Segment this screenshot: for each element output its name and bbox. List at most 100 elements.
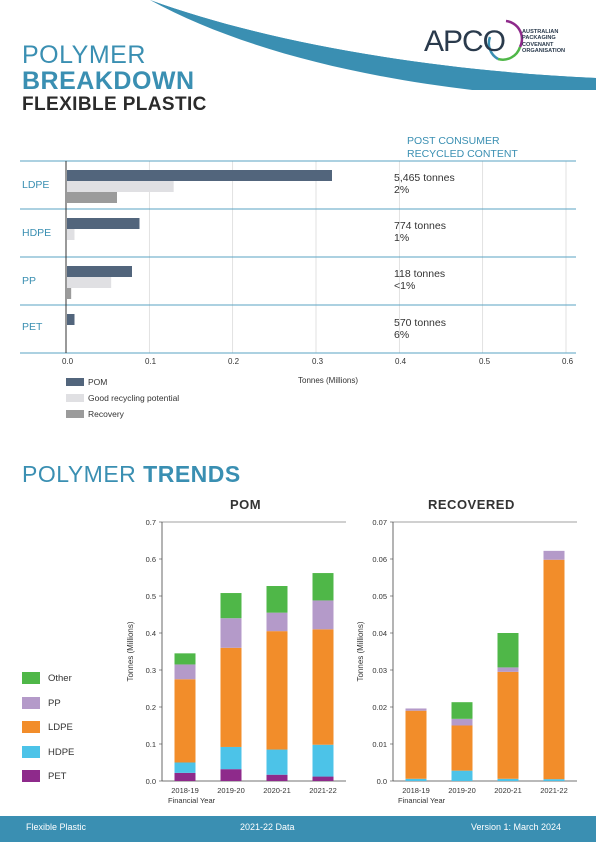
bar-segment-other xyxy=(451,702,473,719)
pcr-tonnes: 570 tonnes xyxy=(394,317,446,329)
pcr-tonnes: 5,465 tonnes xyxy=(394,172,455,184)
y-tick-label: 0.5 xyxy=(146,592,156,601)
bar-ldpe-pom xyxy=(67,170,332,181)
bar-segment-other xyxy=(497,633,519,668)
y-tick-label: 0.6 xyxy=(146,555,156,564)
bar-segment-hdpe xyxy=(174,762,196,773)
trend-legend-label-ldpe: LDPE xyxy=(48,722,73,733)
footer-center: 2021-22 Data xyxy=(240,822,295,832)
x-tick-label: 2019-20 xyxy=(448,786,476,795)
y-tick-label: 0.0 xyxy=(146,777,156,786)
bar-segment-pp xyxy=(312,600,334,630)
x-tick-label: 2021-22 xyxy=(540,786,568,795)
page-title-line1: POLYMER xyxy=(22,41,146,69)
header-wave xyxy=(150,0,596,90)
bar-segment-hdpe xyxy=(405,778,427,781)
bar-segment-hdpe xyxy=(451,770,473,781)
recovered-chart-title: RECOVERED xyxy=(428,497,515,512)
pom-chart-title: POM xyxy=(230,497,262,512)
footer-bar xyxy=(0,816,596,842)
pcr-percent: 6% xyxy=(394,329,410,341)
y-tick-label: 0.03 xyxy=(372,666,387,675)
legend-swatch-pom xyxy=(66,378,84,386)
bar-pet-pom xyxy=(67,314,75,325)
y-axis-title: Tonnes (Millions) xyxy=(126,621,135,681)
x-axis-title: Financial Year xyxy=(398,796,446,805)
bar-hdpe-good-recycling-potential xyxy=(67,229,75,240)
y-tick-label: 0.02 xyxy=(372,703,387,712)
bar-label-pet: PET xyxy=(22,321,43,333)
x-tick-label: 2019-20 xyxy=(217,786,245,795)
page-subtitle: FLEXIBLE PLASTIC xyxy=(22,94,207,115)
y-tick-label: 0.1 xyxy=(146,740,156,749)
trends-heading-normal: POLYMER xyxy=(22,461,144,487)
bar-segment-ldpe xyxy=(543,559,565,780)
bar-segment-hdpe xyxy=(497,778,519,781)
bar-segment-ldpe xyxy=(451,725,473,771)
bar-label-pp: PP xyxy=(22,275,37,287)
x-tick-label: 2020-21 xyxy=(263,786,291,795)
x-tick-label: 2021-22 xyxy=(309,786,337,795)
y-tick-label: 0.04 xyxy=(372,629,387,638)
y-tick-label: 0.4 xyxy=(146,629,156,638)
x-axis-title: Tonnes (Millions) xyxy=(298,376,359,385)
bar-pp-good-recycling-potential xyxy=(67,277,112,288)
logo-subtext: AUSTRALIAN PACKAGING COVENANT ORGANISATI… xyxy=(522,29,566,55)
bar-segment-other xyxy=(312,573,334,601)
bar-segment-pet xyxy=(312,776,334,781)
footer-right: Version 1: March 2024 xyxy=(471,822,562,832)
pcr-percent: 1% xyxy=(394,232,410,244)
trend-legend-label-pet: PET xyxy=(48,771,67,782)
y-tick-label: 0.0 xyxy=(377,777,387,786)
trend-legend-swatch-pp xyxy=(22,697,40,709)
pcr-heading: POST CONSUMER RECYCLED CONTENT xyxy=(407,135,518,161)
x-tick-label: 2018-19 xyxy=(402,786,430,795)
x-tick: 0.5 xyxy=(479,357,491,366)
pcr-heading-line1: POST CONSUMER xyxy=(407,135,500,147)
pcr-percent: <1% xyxy=(394,280,416,292)
x-tick: 0.2 xyxy=(228,357,240,366)
bar-segment-ldpe xyxy=(266,631,288,750)
bar-pp-pom xyxy=(67,266,132,277)
bar-ldpe-good-recycling-potential xyxy=(67,181,174,192)
legend-swatch-recovery xyxy=(66,410,84,418)
x-tick-label: 2018-19 xyxy=(171,786,199,795)
bar-label-ldpe: LDPE xyxy=(22,179,50,191)
logo-wordmark: APCO xyxy=(424,25,506,58)
pcr-heading-line2: RECYCLED CONTENT xyxy=(407,148,518,160)
bar-pp-recovery xyxy=(67,288,72,299)
bar-segment-hdpe xyxy=(220,746,242,770)
bar-segment-ldpe xyxy=(312,629,334,745)
pcr-row-pp: 118 tonnes <1% xyxy=(394,268,445,292)
x-tick: 0.4 xyxy=(395,357,407,366)
page-title-line2: BREAKDOWN xyxy=(22,67,195,95)
pcr-percent: 2% xyxy=(394,184,410,196)
legend-swatch-good-recycling xyxy=(66,394,84,402)
bar-segment-other xyxy=(220,593,242,619)
bar-segment-hdpe xyxy=(266,749,288,775)
y-tick-label: 0.3 xyxy=(146,666,156,675)
bar-segment-pp xyxy=(543,550,565,560)
bar-segment-ldpe xyxy=(174,679,196,763)
bar-segment-pet xyxy=(174,772,196,781)
x-tick: 0.6 xyxy=(562,357,574,366)
bar-segment-pp xyxy=(266,612,288,632)
trend-legend-label-hdpe: HDPE xyxy=(48,747,75,758)
x-tick: 0.3 xyxy=(312,357,324,366)
trend-legend-swatch-ldpe xyxy=(22,721,40,733)
pcr-row-hdpe: 774 tonnes 1% xyxy=(394,220,446,244)
trend-legend-label-other: Other xyxy=(48,673,72,684)
bar-segment-pet xyxy=(220,769,242,781)
y-tick-label: 0.7 xyxy=(146,518,156,527)
y-tick-label: 0.01 xyxy=(372,740,387,749)
bar-segment-pp xyxy=(451,718,473,726)
legend-label-recovery: Recovery xyxy=(88,409,124,419)
trend-legend-swatch-other xyxy=(22,672,40,684)
bar-segment-pet xyxy=(266,774,288,781)
bar-segment-pp xyxy=(405,708,427,711)
bar-segment-pp xyxy=(174,664,196,680)
bar-segment-ldpe xyxy=(405,710,427,779)
trend-legend-swatch-hdpe xyxy=(22,746,40,758)
bar-ldpe-recovery xyxy=(67,192,117,203)
y-axis-title: Tonnes (Millions) xyxy=(356,621,365,681)
